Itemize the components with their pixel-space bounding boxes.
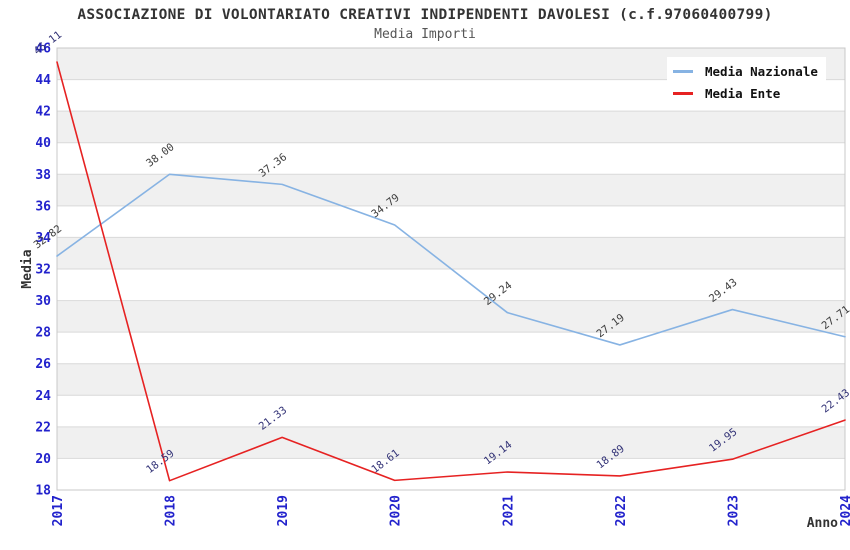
x-tick-label: 2018 [164, 495, 179, 526]
legend-item-media-nazionale: Media Nazionale [673, 60, 818, 82]
y-tick-label: 28 [35, 326, 51, 341]
x-tick-label: 2024 [839, 495, 850, 526]
y-tick-label: 20 [35, 452, 51, 467]
x-tick-label: 2017 [51, 495, 66, 526]
legend-label-media-nazionale: Media Nazionale [705, 63, 818, 79]
x-axis-title: Anno [807, 516, 838, 531]
y-tick-label: 26 [35, 357, 51, 372]
y-tick-label: 30 [35, 294, 51, 309]
y-tick-label: 42 [35, 105, 51, 120]
media-nazionale-line-swatch-icon [673, 69, 693, 73]
legend-item-media-ente: Media Ente [673, 82, 818, 104]
y-tick-label: 34 [35, 231, 51, 246]
y-tick-label: 36 [35, 199, 51, 214]
chart-title: ASSOCIAZIONE DI VOLONTARIATO CREATIVI IN… [77, 7, 773, 23]
media-ente-line-swatch-icon [673, 91, 693, 95]
band [57, 237, 845, 269]
y-tick-label: 18 [35, 484, 51, 499]
y-tick-label: 38 [35, 168, 51, 183]
legend-label-media-ente: Media Ente [705, 85, 781, 101]
x-tick-label: 2020 [389, 495, 404, 526]
series-line-media-nazionale [56, 173, 846, 346]
band [57, 426, 845, 459]
y-tick-label: 46 [35, 42, 51, 57]
plot-border [56, 47, 846, 491]
series-line-media-ente [56, 61, 846, 482]
x-tick-label: 2023 [726, 495, 741, 526]
y-axis-title: Media [20, 249, 35, 288]
y-tick-label: 32 [35, 263, 51, 278]
y-tick-label: 22 [35, 420, 51, 435]
x-tick-label: 2022 [614, 495, 629, 526]
y-tick-label: 24 [35, 389, 51, 404]
band [57, 174, 845, 206]
x-tick-label: 2019 [276, 495, 291, 526]
y-tick-label: 44 [35, 73, 51, 88]
y-tick-label: 40 [35, 136, 51, 151]
legend: Media Nazionale Media Ente [667, 57, 826, 107]
band [57, 363, 845, 396]
band [57, 111, 845, 143]
band [57, 300, 845, 333]
chart-subtitle: Media Importi [374, 27, 476, 42]
x-tick-label: 2021 [501, 495, 516, 526]
